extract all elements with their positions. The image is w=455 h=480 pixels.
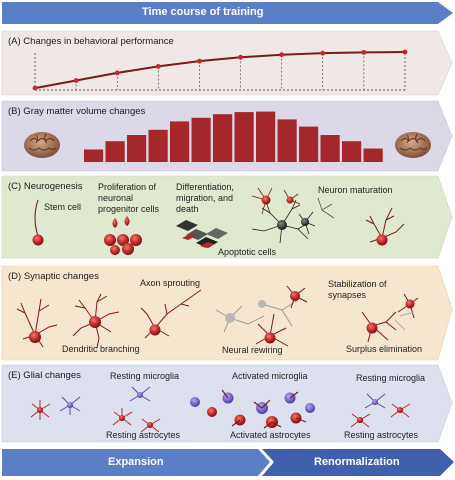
branching-neuron-icon: [72, 293, 120, 349]
stem-cell-label: Stem cell: [44, 202, 82, 212]
axon-sprouting-label: Axon sprouting: [140, 278, 201, 288]
differentiation-label-3: death: [176, 204, 199, 214]
activated-astrocytes-label: Activated astrocytes: [230, 430, 311, 440]
proliferation-label-3: progenitor cells: [98, 204, 160, 214]
expansion-label: Expansion: [108, 456, 164, 468]
performance-points: [32, 49, 408, 91]
gray-matter-bar: [342, 141, 362, 162]
proliferation-label-2: neuronal: [98, 193, 134, 203]
gray-matter-bar: [84, 149, 104, 162]
stem-cell-icon: [32, 199, 44, 246]
brain-icon-left: [24, 132, 60, 158]
gray-matter-bar: [127, 135, 147, 162]
apoptotic-cells-label: Apoptotic cells: [218, 247, 277, 257]
gray-matter-bar: [320, 135, 340, 162]
panel-e-background: [1, 364, 453, 443]
resting-astrocytes-label-left: Resting astrocytes: [106, 430, 181, 440]
mature-neuron-icon: [365, 207, 405, 246]
apoptotic-network-icon: [251, 187, 335, 244]
panel-e-header: (E) Glial changes: [8, 370, 81, 381]
gray-matter-bar: [170, 121, 190, 162]
panel-b-header: (B) Gray matter volume changes: [8, 106, 146, 117]
proliferation-label-1: Proliferation of: [98, 182, 157, 192]
performance-point: [197, 58, 202, 64]
performance-point: [238, 54, 243, 60]
resting-microglia-label-left: Resting microglia: [110, 371, 180, 381]
stabilization-label-1: Stabilization of: [328, 279, 387, 289]
gray-matter-bar: [191, 117, 211, 162]
activated-glia-icon: [190, 389, 315, 429]
neural-rewiring-label: Neural rewiring: [222, 345, 283, 355]
performance-point: [361, 49, 367, 55]
panel-a-header: (A) Changes in behavioral performance: [8, 36, 174, 47]
migrating-cells-icon: [176, 220, 228, 248]
gray-matter-bar: [363, 148, 383, 162]
gray-matter-bar: [234, 112, 254, 162]
performance-point: [320, 50, 326, 56]
performance-curve: [34, 51, 406, 90]
neuron-maturation-label: Neuron maturation: [318, 185, 393, 195]
brain-icon-right: [395, 132, 431, 158]
panel-d-background: [1, 265, 453, 361]
stabilized-synapse-icon: [361, 293, 419, 343]
resting-glia-right-icon: [350, 393, 411, 428]
dendritic-branching-label: Dendritic branching: [62, 344, 140, 354]
performance-point: [155, 64, 161, 69]
panel-a-background: [1, 30, 453, 96]
gray-matter-bar: [256, 111, 276, 162]
performance-point: [402, 49, 408, 55]
title-arrow: [2, 2, 453, 24]
gray-matter-bar: [277, 119, 297, 162]
stabilization-label-2: synapses: [328, 290, 367, 300]
differentiation-label-2: migration, and: [176, 193, 234, 203]
gray-matter-bar: [105, 141, 125, 162]
renormalization-label: Renormalization: [314, 456, 400, 468]
gray-matter-bar: [148, 129, 168, 162]
gray-matter-bar: [213, 114, 233, 162]
performance-point: [114, 70, 120, 76]
resting-astrocytes-label-right: Resting astrocytes: [344, 430, 419, 440]
resting-astrocytes-left-icon: [30, 400, 161, 433]
gray-matter-bar: [299, 126, 319, 162]
panel-c-header: (C) Neurogenesis: [8, 181, 83, 192]
resting-microglia-left-icon: [59, 386, 151, 415]
panel-d-header: (D) Synaptic changes: [8, 271, 99, 282]
dendritic-neuron-icon: [16, 298, 58, 348]
axon-sprouting-icon: [140, 289, 202, 339]
performance-point: [279, 52, 285, 58]
renormalization-arrow: [262, 449, 454, 476]
expansion-arrow: [2, 449, 270, 476]
figure-title: Time course of training: [142, 6, 264, 18]
performance-point: [73, 78, 79, 83]
progenitor-cells-icon: [104, 216, 142, 255]
performance-point: [32, 85, 38, 91]
rewiring-network-icon: [215, 285, 308, 347]
performance-chart-frame: [34, 53, 406, 91]
differentiation-label-1: Differentiation,: [176, 182, 234, 192]
surplus-elimination-label: Surplus elimination: [346, 344, 423, 354]
activated-microglia-label: Activated microglia: [232, 371, 308, 381]
resting-microglia-label-right: Resting microglia: [356, 373, 426, 383]
gray-matter-bars: [84, 111, 383, 162]
